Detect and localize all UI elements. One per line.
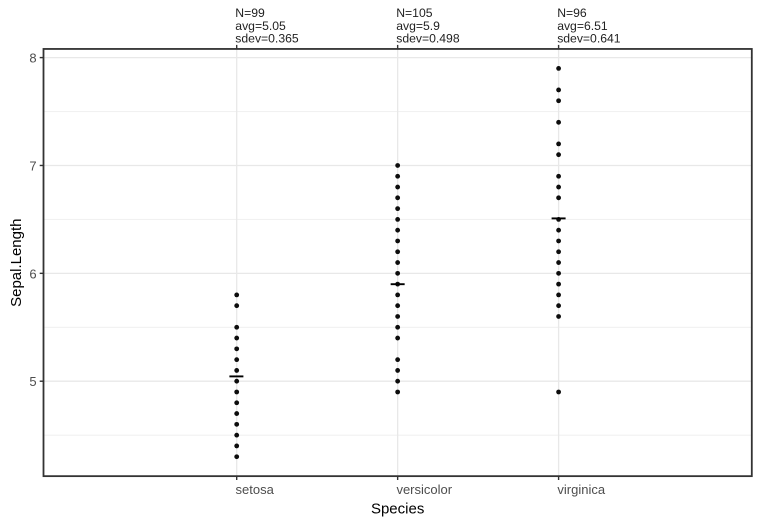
svg-text:avg=6.51: avg=6.51 — [557, 19, 608, 33]
svg-text:sdev=0.498: sdev=0.498 — [396, 32, 460, 46]
svg-text:virginica: virginica — [557, 482, 605, 497]
svg-text:7: 7 — [29, 158, 36, 173]
svg-text:6: 6 — [29, 266, 36, 281]
svg-text:versicolor: versicolor — [396, 482, 452, 497]
svg-text:avg=5.05: avg=5.05 — [235, 19, 286, 33]
svg-text:setosa: setosa — [236, 482, 275, 497]
svg-text:sdev=0.641: sdev=0.641 — [557, 32, 621, 46]
svg-text:8: 8 — [29, 51, 36, 66]
svg-text:5: 5 — [29, 374, 36, 389]
svg-text:avg=5.9: avg=5.9 — [396, 19, 440, 33]
svg-text:N=96: N=96 — [557, 6, 587, 20]
svg-text:N=105: N=105 — [396, 6, 432, 20]
svg-text:sdev=0.365: sdev=0.365 — [235, 32, 299, 46]
svg-text:Sepal.Length: Sepal.Length — [8, 218, 25, 306]
svg-text:Species: Species — [371, 501, 424, 518]
svg-text:N=99: N=99 — [235, 6, 265, 20]
